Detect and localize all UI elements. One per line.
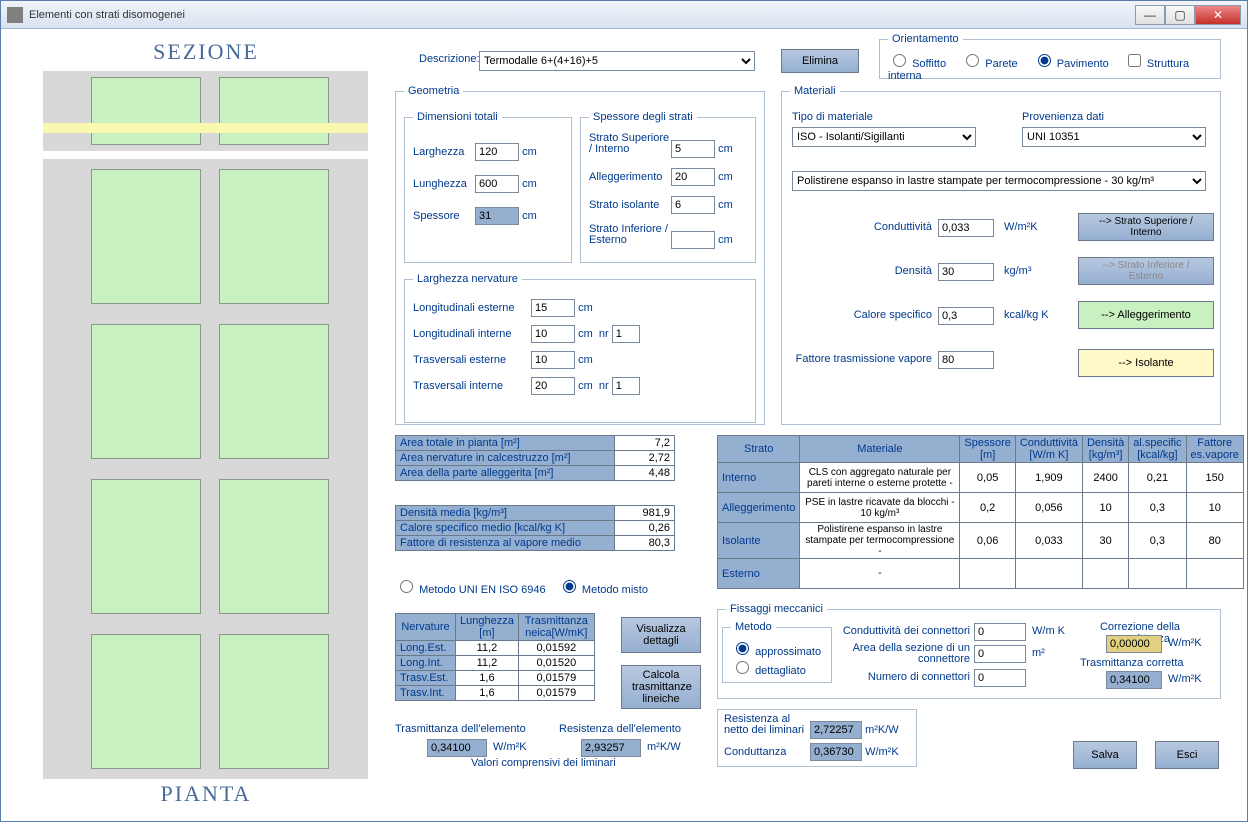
pianta-diagram bbox=[43, 159, 368, 779]
fiss-area-input[interactable] bbox=[974, 645, 1026, 663]
lunghezza-input[interactable] bbox=[475, 175, 519, 193]
maximize-button[interactable]: ▢ bbox=[1165, 5, 1195, 25]
fiss-num-input[interactable] bbox=[974, 669, 1026, 687]
radio-metodo-uni[interactable]: Metodo UNI EN ISO 6946 bbox=[395, 584, 546, 596]
sezione-diagram bbox=[43, 71, 368, 151]
trasv-int-input[interactable] bbox=[531, 377, 575, 395]
tipo-materiale-select[interactable]: ISO - Isolanti/Sigillanti bbox=[792, 127, 976, 147]
elimina-button[interactable]: Elimina bbox=[781, 49, 859, 73]
titlebar: Elementi con strati disomogenei — ▢ ✕ bbox=[1, 1, 1247, 29]
minimize-button[interactable]: — bbox=[1135, 5, 1165, 25]
btn-strato-inf: --> Strato Inferiore / Esterno bbox=[1078, 257, 1214, 285]
materiali-legend: Materiali bbox=[790, 85, 840, 97]
radio-pavimento[interactable]: Pavimento bbox=[1033, 58, 1109, 70]
long-est-input[interactable] bbox=[531, 299, 575, 317]
salva-button[interactable]: Salva bbox=[1073, 741, 1137, 769]
esci-button[interactable]: Esci bbox=[1155, 741, 1219, 769]
sezione-label: SEZIONE bbox=[31, 39, 381, 65]
pianta-label: PIANTA bbox=[31, 781, 381, 807]
app-icon bbox=[7, 7, 23, 23]
btn-alleggerimento[interactable]: --> Alleggerimento bbox=[1078, 301, 1214, 329]
nervature-table: NervatureLunghezza [m]Trasmittanza neica… bbox=[395, 613, 595, 701]
btn-isolante[interactable]: --> Isolante bbox=[1078, 349, 1214, 377]
close-button[interactable]: ✕ bbox=[1195, 5, 1241, 25]
radio-parete[interactable]: Parete bbox=[961, 58, 1017, 70]
provenienza-select[interactable]: UNI 10351 bbox=[1022, 127, 1206, 147]
isolante-input[interactable] bbox=[671, 196, 715, 214]
trasmittanza-value bbox=[427, 739, 487, 757]
conduttivita-input[interactable] bbox=[938, 219, 994, 237]
resnet-value bbox=[810, 721, 862, 739]
vapore-input[interactable] bbox=[938, 351, 994, 369]
calore-input[interactable] bbox=[938, 307, 994, 325]
descrizione-label: Descrizione: bbox=[419, 53, 480, 65]
larghezza-input[interactable] bbox=[475, 143, 519, 161]
long-int-input[interactable] bbox=[531, 325, 575, 343]
calcola-button[interactable]: Calcola trasmittanze lineiche bbox=[621, 665, 701, 709]
trasmittanza-corretta-value bbox=[1106, 671, 1162, 689]
densita-input[interactable] bbox=[938, 263, 994, 281]
strato-inf-input[interactable] bbox=[671, 231, 715, 249]
medie-table: Densità media [kg/m³]981,9 Calore specif… bbox=[395, 505, 675, 551]
conduttanza-value bbox=[810, 743, 862, 761]
fiss-cond-input[interactable] bbox=[974, 623, 1026, 641]
radio-approssimato[interactable]: approssimato bbox=[731, 646, 821, 658]
correzione-value bbox=[1106, 635, 1162, 653]
radio-soffitto[interactable]: Soffitto bbox=[888, 58, 946, 70]
strati-table: Strato Materiale Spessore [m] Conduttivi… bbox=[717, 435, 1244, 589]
resistenza-value bbox=[581, 739, 641, 757]
window-title: Elementi con strati disomogenei bbox=[29, 9, 1135, 21]
radio-dettagliato[interactable]: dettagliato bbox=[731, 665, 806, 677]
orientamento-legend: Orientamento bbox=[888, 33, 963, 45]
trasv-int-nr-input[interactable] bbox=[612, 377, 640, 395]
spessore-input bbox=[475, 207, 519, 225]
long-int-nr-input[interactable] bbox=[612, 325, 640, 343]
descrizione-select[interactable]: Termodalle 6+(4+16)+5 bbox=[479, 51, 755, 71]
materiale-select[interactable]: Polistirene espanso in lastre stampate p… bbox=[792, 171, 1206, 191]
geometria-legend: Geometria bbox=[404, 85, 463, 97]
strato-sup-input[interactable] bbox=[671, 140, 715, 158]
visualizza-button[interactable]: Visualizza dettagli bbox=[621, 617, 701, 653]
radio-metodo-misto[interactable]: Metodo misto bbox=[558, 584, 648, 596]
btn-strato-sup[interactable]: --> Strato Superiore / Interno bbox=[1078, 213, 1214, 241]
trasv-est-input[interactable] bbox=[531, 351, 575, 369]
aree-table: Area totale in pianta [m²]7,2 Area nerva… bbox=[395, 435, 675, 481]
alleggerimento-input[interactable] bbox=[671, 168, 715, 186]
